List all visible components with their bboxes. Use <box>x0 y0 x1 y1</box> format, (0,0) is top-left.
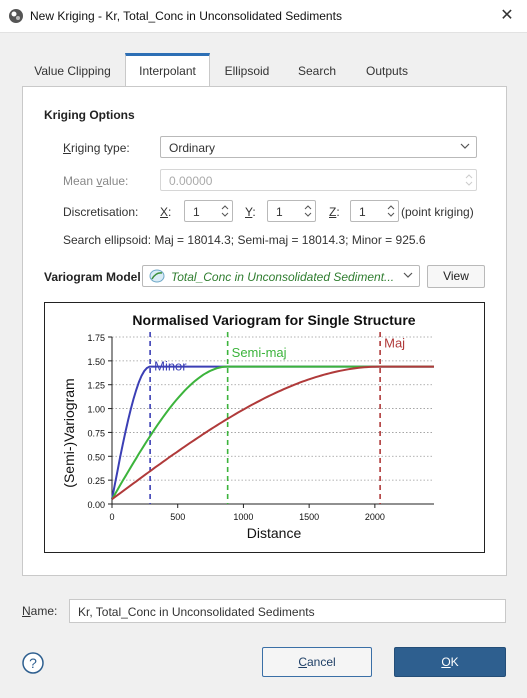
discretisation-y-stepper[interactable]: 1 <box>267 200 316 222</box>
help-icon[interactable]: ? <box>22 652 44 674</box>
variogram-model-value: Total_Conc in Unconsolidated Sediment... <box>171 270 395 284</box>
tab-search[interactable]: Search <box>297 64 337 78</box>
x-tick-label: 1000 <box>233 512 253 522</box>
y-tick-label: 1.00 <box>87 405 105 415</box>
series-label-minor: Minor <box>154 359 187 374</box>
y-tick-label: 1.50 <box>87 357 105 367</box>
tab-outputs[interactable]: Outputs <box>365 64 409 78</box>
chart-grid <box>112 336 434 481</box>
discretisation-z-stepper[interactable]: 1 <box>350 200 399 222</box>
y-value: 1 <box>276 205 283 219</box>
series-line-maj <box>111 365 434 501</box>
x-tick-label: 0 <box>109 512 114 522</box>
x-tick-label: 1500 <box>299 512 319 522</box>
ok-button[interactable]: OK <box>394 647 506 677</box>
title-bar: New Kriging - Kr, Total_Conc in Unconsol… <box>0 0 527 33</box>
kriging-type-label: Kriging type: <box>63 141 130 155</box>
y-tick-label: 1.75 <box>87 333 105 343</box>
help-glyph: ? <box>29 655 37 671</box>
z-label: Z: <box>329 205 340 219</box>
discretisation-label: Discretisation: <box>63 205 139 219</box>
close-icon[interactable]: ✕ <box>500 7 514 24</box>
y-tick-label: 0.50 <box>87 452 105 462</box>
name-value: Kr, Total_Conc in Unconsolidated Sedimen… <box>78 605 315 619</box>
app-logo-icon <box>9 9 23 23</box>
series-line-minor <box>111 365 434 500</box>
y-tick-label: 1.25 <box>87 381 105 391</box>
variogram-model-select[interactable]: Total_Conc in Unconsolidated Sediment... <box>142 265 420 287</box>
chart-x-axis-label: Distance <box>247 525 302 541</box>
mean-value-label: Mean value: <box>63 174 129 188</box>
series-label-maj: Maj <box>384 336 405 351</box>
spinner-arrows-icon <box>304 205 312 217</box>
series-line-semi-maj <box>111 365 434 500</box>
spinner-arrows-icon <box>387 205 395 217</box>
y-label: Y: <box>245 205 256 219</box>
x-tick-label: 500 <box>170 512 185 522</box>
spinner-arrows-icon <box>465 174 473 186</box>
discretisation-x-stepper[interactable]: 1 <box>184 200 233 222</box>
variogram-chart-svg: Normalised Variogram for Single Structur… <box>61 312 434 541</box>
y-tick-label: 0.00 <box>87 500 105 510</box>
interpolant-panel: Kriging Options Kriging type: Ordinary M… <box>22 86 507 576</box>
mean-value-value: 0.00000 <box>169 174 213 188</box>
tab-value-clipping[interactable]: Value Clipping <box>34 64 111 78</box>
x-value: 1 <box>193 205 200 219</box>
y-tick-label: 0.25 <box>87 476 105 486</box>
chevron-down-icon <box>403 272 413 278</box>
chart-title: Normalised Variogram for Single Structur… <box>132 312 415 328</box>
kriging-type-select[interactable]: Ordinary <box>160 136 477 158</box>
chart-y-axis-label: (Semi-)Variogram <box>61 378 77 487</box>
chart-axes: 0.00 0.25 0.50 0.75 1.00 1.25 1.50 1.75 0 500 1000… <box>87 333 434 522</box>
tab-ellipsoid[interactable]: Ellipsoid <box>224 64 270 78</box>
x-tick-label: 2000 <box>365 512 385 522</box>
series-label-semi-maj: Semi-maj <box>232 345 287 360</box>
tab-interpolant[interactable]: Interpolant <box>125 53 210 86</box>
point-kriging-note: (point kriging) <box>401 205 474 219</box>
chart-series: Minor Semi-maj Maj <box>111 332 434 504</box>
z-value: 1 <box>359 205 366 219</box>
name-label: Name: <box>22 604 58 618</box>
cancel-button[interactable]: Cancel <box>262 647 372 677</box>
name-input[interactable]: Kr, Total_Conc in Unconsolidated Sedimen… <box>69 599 506 623</box>
window-title: New Kriging - Kr, Total_Conc in Unconsol… <box>30 9 342 23</box>
chevron-down-icon <box>460 143 470 149</box>
kriging-options-heading: Kriging Options <box>44 108 135 122</box>
variogram-model-label: Variogram Model <box>44 270 141 284</box>
x-label: X: <box>160 205 172 219</box>
variogram-chart: Normalised Variogram for Single Structur… <box>44 302 485 553</box>
mean-value-input[interactable]: 0.00000 <box>160 169 477 191</box>
y-tick-label: 0.75 <box>87 428 105 438</box>
variogram-icon <box>149 269 165 283</box>
search-ellipsoid-summary: Search ellipsoid: Maj = 18014.3; Semi-ma… <box>63 233 426 247</box>
spinner-arrows-icon <box>221 205 229 217</box>
view-button[interactable]: View <box>427 265 485 288</box>
kriging-type-value: Ordinary <box>169 141 216 155</box>
